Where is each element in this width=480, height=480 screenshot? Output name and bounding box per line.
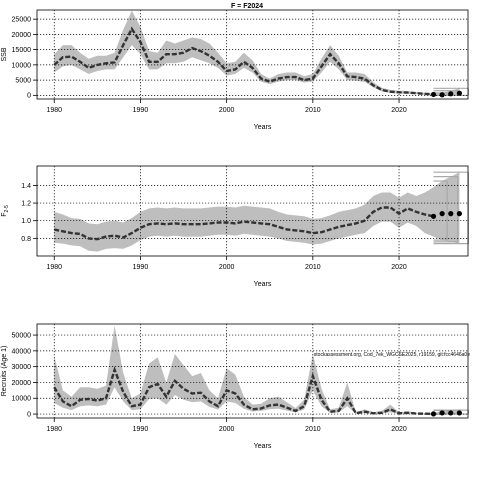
ssb-median-line xyxy=(53,26,434,96)
recruits-confidence-band xyxy=(54,325,434,415)
recruits-panel: 1980 1990 2000 2010 2020 0 10000 20000 30000 4000… xyxy=(1,323,470,450)
ssb-forecast-point xyxy=(448,91,454,97)
recruits-y-tick-label: 0 xyxy=(27,411,31,418)
f-forecast-point xyxy=(439,211,445,217)
f-forecast-point xyxy=(456,211,462,217)
ssb-x-tick-label: 2010 xyxy=(305,107,321,114)
ssb-last-point xyxy=(430,91,437,98)
recruits-x-tick-label: 2000 xyxy=(219,426,235,433)
f-median-line xyxy=(53,206,434,241)
ssb-forecast-point xyxy=(439,92,445,98)
recruits-y-tick-label: 30000 xyxy=(12,364,32,371)
ssb-forecast-point xyxy=(456,90,462,96)
ssb-panel: 1980 1990 2000 2010 2020 0 5000 10000 15000 20000… xyxy=(1,9,469,131)
f-x-tick-label: 2010 xyxy=(305,264,321,271)
f-x-tick-label: 1990 xyxy=(133,264,149,271)
f-y-tick-label: 1.4 xyxy=(21,183,31,190)
recruits-x-tick-label: 1980 xyxy=(46,426,62,433)
ssb-y-tick-label: 10000 xyxy=(12,62,32,69)
ssb-y-tick-label: 0 xyxy=(27,93,31,100)
f-forecast-point xyxy=(448,211,454,217)
ssb-y-tick-label: 5000 xyxy=(15,78,31,85)
f-y-tick-label: 0.8 xyxy=(21,236,31,243)
figure-title: F = F2024 xyxy=(231,3,263,10)
recruits-x-tick-label: 2020 xyxy=(391,426,407,433)
ssb-forecast-band xyxy=(433,88,460,96)
recruits-y-axis-label: Recruits (Age 1) xyxy=(1,346,8,397)
f-confidence-band xyxy=(54,187,434,252)
recruits-y-tick-label: 20000 xyxy=(12,380,32,387)
ssb-x-axis-label: Years xyxy=(254,124,272,131)
recruits-x-axis-label: Years xyxy=(254,443,272,450)
f-last-point xyxy=(430,213,437,219)
f-forecast-band xyxy=(433,172,460,244)
f-y-tick-label: 1.2 xyxy=(21,200,31,207)
recruits-source-annotation: stockassessment.org, Cod_7ek_WGCSE2025, … xyxy=(314,352,470,358)
recruits-forecast-point xyxy=(448,410,454,416)
f-y-axis-label-subscript: 2-5 xyxy=(4,205,10,212)
recruits-forecast-point xyxy=(456,410,462,416)
ssb-y-tick-label: 15000 xyxy=(12,47,32,54)
ssb-y-tick-label: 20000 xyxy=(12,32,32,39)
f-x-axis-label: Years xyxy=(254,281,272,288)
recruits-y-tick-label: 10000 xyxy=(12,396,32,403)
recruits-last-point xyxy=(430,411,437,417)
ssb-x-tick-label: 1980 xyxy=(46,107,62,114)
recruits-plot-frame xyxy=(36,323,469,419)
recruits-x-tick-label: 1990 xyxy=(133,426,149,433)
f-y-tick-label: 1.0 xyxy=(21,218,31,225)
ssb-y-axis-label: SSB xyxy=(1,47,8,61)
ssb-x-tick-label: 2000 xyxy=(219,107,235,114)
f-y-axis-label: F2-5 xyxy=(1,205,10,217)
recruits-median-line xyxy=(53,366,434,416)
ssb-confidence-band xyxy=(54,10,434,96)
recruits-x-tick-label: 2010 xyxy=(305,426,321,433)
ssb-x-tick-label: 1990 xyxy=(133,107,149,114)
f-plot-frame xyxy=(36,165,469,257)
ssb-y-tick-label: 25000 xyxy=(12,17,32,24)
ssb-x-tick-label: 2020 xyxy=(391,107,407,114)
f-x-tick-label: 2020 xyxy=(391,264,407,271)
recruits-y-tick-label: 40000 xyxy=(12,348,32,355)
recruits-y-tick-label: 50000 xyxy=(12,332,32,339)
f-x-tick-label: 1980 xyxy=(46,264,62,271)
ssb-plot-frame xyxy=(36,9,469,100)
f-x-tick-label: 2000 xyxy=(219,264,235,271)
recruits-forecast-point xyxy=(439,410,445,416)
fishing-mortality-panel: 1980 1990 2000 2010 2020 0.8 1.0 1.2 1.4 Years F2-… xyxy=(1,165,469,288)
